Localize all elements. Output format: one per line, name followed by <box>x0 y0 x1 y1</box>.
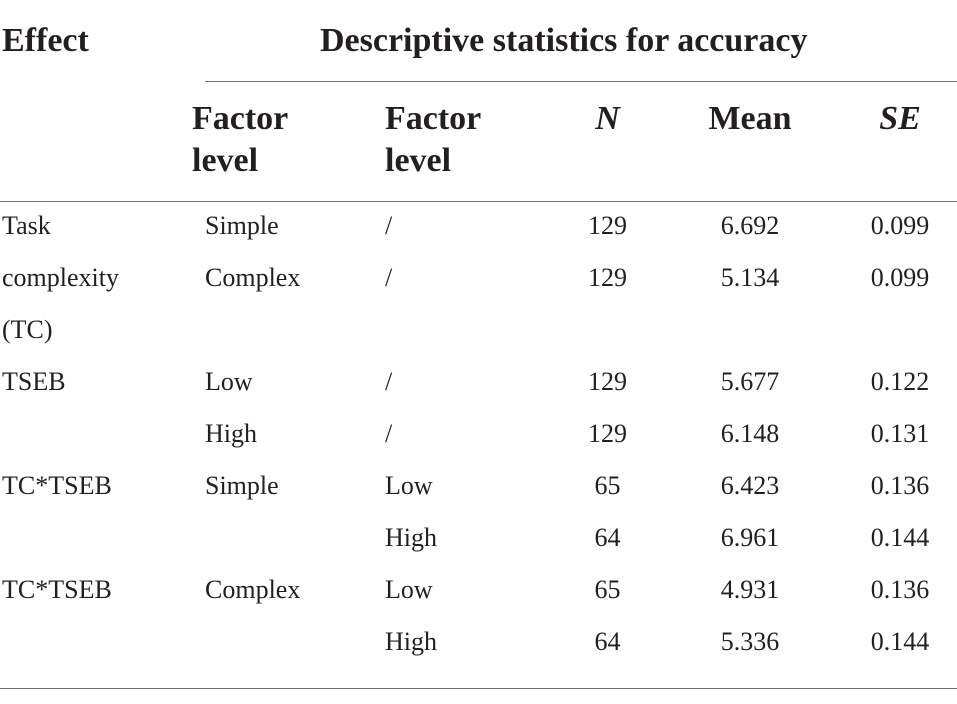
cell-se: 0.144 <box>870 627 930 656</box>
cell-mean: 6.961 <box>720 523 780 552</box>
cell-level2: Low <box>385 471 433 500</box>
cell-level1: Complex <box>205 263 301 292</box>
cell-effect: (TC) <box>2 315 53 344</box>
cell-level2: / <box>385 263 393 292</box>
cell-n: 65 <box>594 575 621 604</box>
cell-effect: complexity <box>2 263 119 292</box>
header-se: SE <box>879 100 921 137</box>
cell-mean: 5.134 <box>720 263 780 292</box>
cell-level2: / <box>385 211 393 240</box>
cell-effect: Task <box>2 211 51 240</box>
cell-n: 64 <box>594 523 621 552</box>
cell-mean: 6.423 <box>720 471 780 500</box>
cell-n: 64 <box>594 627 621 656</box>
bottom-rule <box>0 688 957 689</box>
header-group-title: Descriptive statistics for accuracy <box>320 22 808 59</box>
cell-se: 0.131 <box>870 419 930 448</box>
header-rule <box>0 201 957 202</box>
cell-level1: Low <box>205 367 253 396</box>
header-factor-level-2-line2: level <box>385 142 452 179</box>
cell-se: 0.144 <box>870 523 930 552</box>
cell-level1: Simple <box>205 471 279 500</box>
cell-n: 65 <box>594 471 621 500</box>
header-n: N <box>595 100 620 137</box>
cell-mean: 6.148 <box>720 419 780 448</box>
cell-se: 0.099 <box>870 263 930 292</box>
group-title-rule <box>205 81 957 82</box>
cell-n: 129 <box>588 419 627 448</box>
cell-effect: TSEB <box>2 367 66 396</box>
header-factor-level-2-line1: Factor <box>385 100 482 137</box>
header-effect: Effect <box>2 22 89 59</box>
cell-n: 129 <box>588 211 627 240</box>
cell-level1: High <box>205 419 257 448</box>
cell-n: 129 <box>588 367 627 396</box>
cell-mean: 4.931 <box>720 575 780 604</box>
cell-level1: Simple <box>205 211 279 240</box>
cell-level2: High <box>385 627 437 656</box>
cell-effect: TC*TSEB <box>2 575 112 604</box>
header-factor-level-1-line2: level <box>192 142 259 179</box>
cell-se: 0.122 <box>870 367 930 396</box>
cell-level1: Complex <box>205 575 301 604</box>
header-factor-level-1-line1: Factor <box>192 100 289 137</box>
header-mean: Mean <box>708 100 792 137</box>
cell-level2: / <box>385 419 393 448</box>
cell-se: 0.136 <box>870 575 930 604</box>
header-factor-level-1: Factor level <box>192 98 288 182</box>
header-factor-level-2: Factor level <box>385 98 481 182</box>
cell-effect: TC*TSEB <box>2 471 112 500</box>
cell-level2: / <box>385 367 393 396</box>
cell-mean: 5.336 <box>720 627 780 656</box>
cell-n: 129 <box>588 263 627 292</box>
cell-level2: Low <box>385 575 433 604</box>
cell-level2: High <box>385 523 437 552</box>
cell-se: 0.099 <box>870 211 930 240</box>
cell-mean: 6.692 <box>720 211 780 240</box>
cell-se: 0.136 <box>870 471 930 500</box>
cell-mean: 5.677 <box>720 367 780 396</box>
